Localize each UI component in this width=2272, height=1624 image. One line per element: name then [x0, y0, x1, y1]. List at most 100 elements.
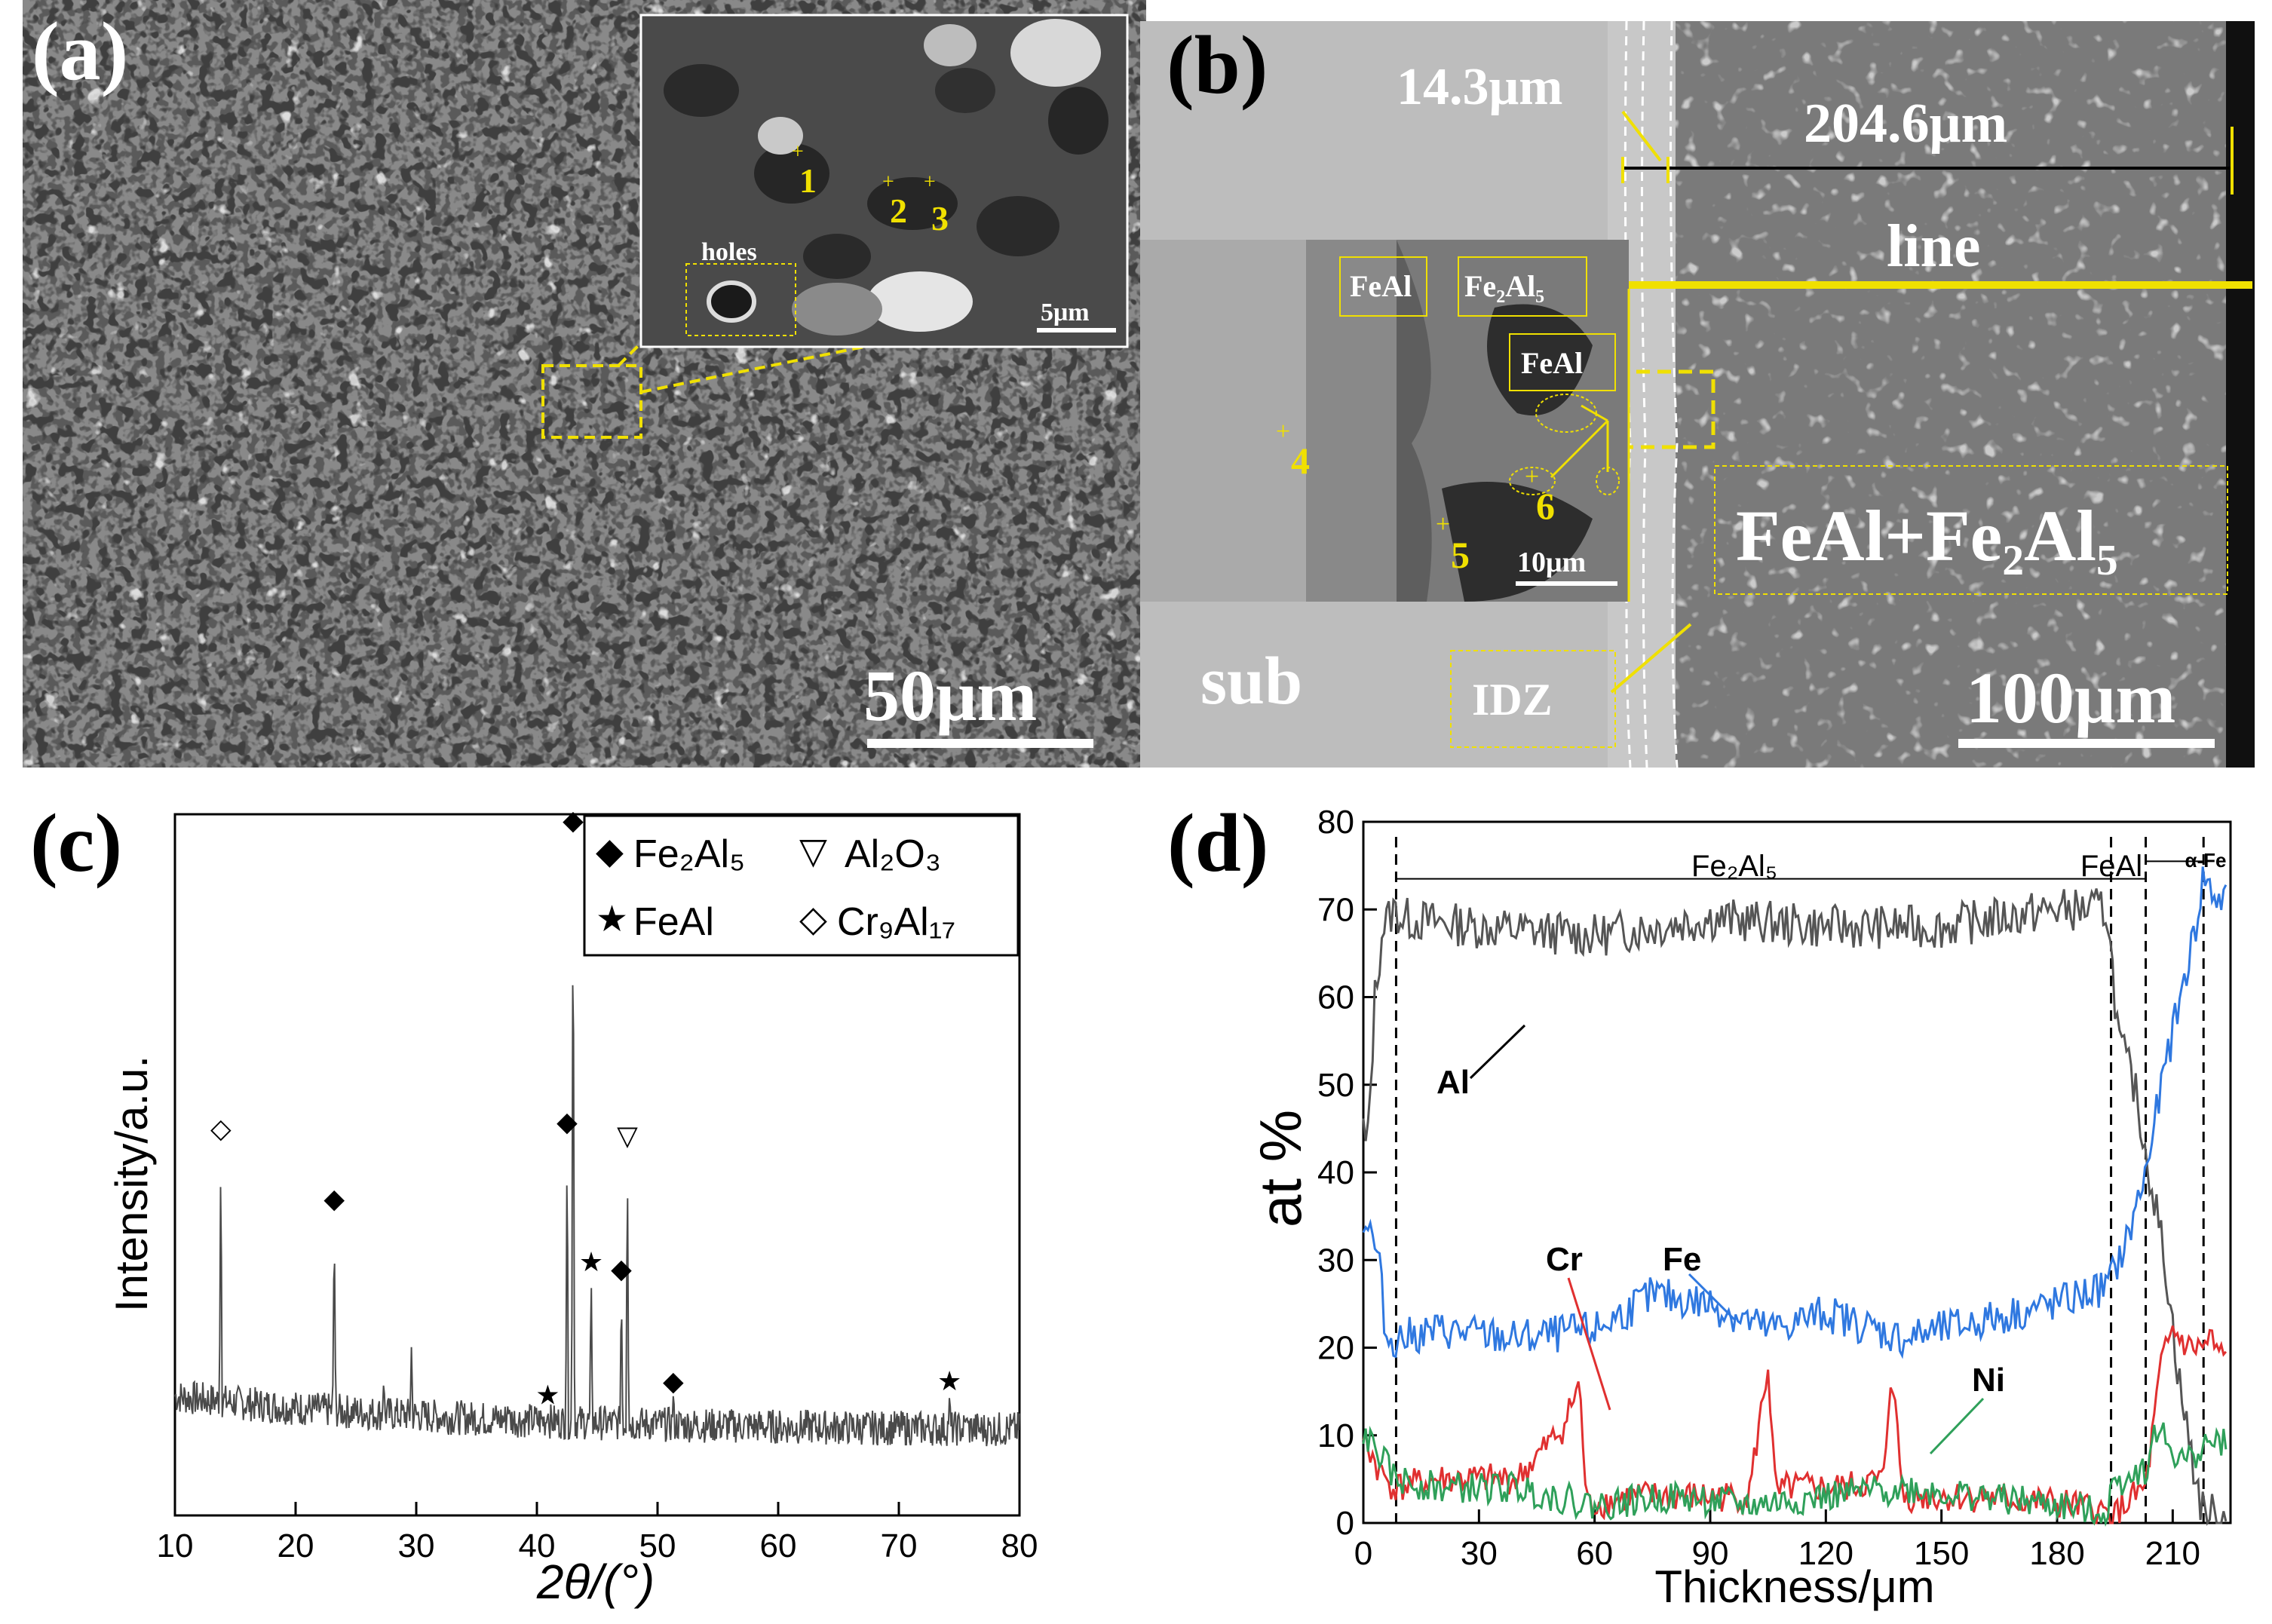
- inset-label-feal-1: FeAl: [1350, 269, 1412, 303]
- linescan-x-tick-label: 0: [1354, 1535, 1372, 1572]
- linescan-plot-frame: [1362, 820, 2232, 1524]
- linescan-x-tick-label: 60: [1576, 1535, 1613, 1572]
- xrd-plot-frame: [173, 813, 1021, 1517]
- linescan-y-tick-label: 50: [1317, 1067, 1354, 1104]
- inset-b-scale-label: 10μm: [1517, 547, 1586, 578]
- svg-text:+: +: [1436, 510, 1450, 538]
- linescan-y-tick-label: 80: [1317, 804, 1354, 841]
- line-label: line: [1887, 213, 1980, 280]
- linescan-chart-svg: (d) 0 30 60 90 120 150 180 210 0 10 20 30 40 50 60 70 80…: [1167, 797, 2232, 1612]
- svg-text:+: +: [924, 170, 936, 194]
- inset-label-fe2al5: Fe₂Al₅: [1464, 269, 1544, 303]
- panel-a-letter: (a): [32, 5, 128, 97]
- panel-c-letter: (c): [30, 797, 122, 889]
- legend-fe2al5: Fe₂Al₅: [633, 832, 745, 876]
- linescan-x-tick-label: 210: [2145, 1535, 2200, 1572]
- xrd-peak-marker: ★: [579, 1247, 603, 1278]
- linescan-x-tick-label: 150: [1914, 1535, 1969, 1572]
- holes-label: holes: [701, 238, 757, 266]
- xrd-peak-marker: ◆: [323, 1184, 345, 1215]
- zoom-region-box: [541, 364, 642, 439]
- linescan-y-label: at %: [1247, 1110, 1314, 1227]
- panel-b-scale-bar: [1958, 739, 2215, 748]
- linescan-ticks: 0 30 60 90 120 150 180 210 0 10 20 30 40 50 60 70 80: [1317, 804, 2200, 1572]
- linescan-y-tick-label: 30: [1317, 1242, 1354, 1279]
- panel-a-scale-bar: [867, 739, 1093, 748]
- xrd-peak-marker: ★: [535, 1380, 560, 1411]
- region-label-fe2al5: Fe₂Al₅: [1691, 850, 1777, 883]
- inset-label-feal-2: FeAl: [1521, 346, 1583, 380]
- inset-point-1: 1: [799, 161, 817, 200]
- xrd-x-tick-label: 40: [519, 1527, 556, 1564]
- xrd-peak-marker: ◆: [663, 1366, 684, 1397]
- idz-label: IDZ: [1472, 675, 1553, 725]
- linescan-y-tick-label: 10: [1317, 1417, 1354, 1454]
- xrd-peak-markers: ◇ ◆ ★ ◆ ◆ ★ ◆ ▽ ◆ ★: [210, 805, 961, 1411]
- line-scan: [1611, 281, 2252, 289]
- panel-a-svg: + + + 1 2 3 holes 5μm (a) 50μm: [23, 0, 1146, 768]
- inset-point-4: 4: [1291, 440, 1310, 482]
- panel-b-svg: FeAl Fe₂Al₅ FeAl + + + 4 5 6 10μm (b) 14…: [1140, 21, 2255, 768]
- svg-text:+: +: [1525, 463, 1539, 491]
- xrd-peak-marker: ★: [937, 1366, 961, 1397]
- sub-label: sub: [1200, 644, 1302, 719]
- svg-text:★: ★: [596, 898, 628, 940]
- inset-b-scale-bar: [1516, 581, 1617, 586]
- svg-text:◆: ◆: [596, 830, 624, 872]
- xrd-x-tick-label: 10: [157, 1527, 194, 1564]
- panel-d-letter: (d): [1167, 797, 1268, 889]
- inset-point-6: 6: [1536, 485, 1555, 527]
- panel-a-scale-label: 50μm: [863, 655, 1037, 736]
- xrd-peak-marker: ▽: [617, 1120, 638, 1151]
- series-line-al: [1362, 888, 2228, 1526]
- xrd-x-tick-label: 50: [639, 1527, 676, 1564]
- dimension-small: 14.3μm: [1397, 58, 1563, 116]
- linescan-region-boundaries: [1394, 837, 2205, 1523]
- svg-text:+: +: [882, 170, 894, 194]
- inset-scale-bar: [1037, 328, 1116, 332]
- inset-point-2: 2: [890, 192, 907, 230]
- series-label-al: Al: [1436, 1064, 1470, 1101]
- xrd-x-tick-label: 80: [1001, 1527, 1038, 1564]
- panel-b-inset: FeAl Fe₂Al₅ FeAl + + + 4 5 6 10μm: [1140, 240, 1630, 602]
- series-label-fe: Fe: [1663, 1241, 1701, 1278]
- inset-point-5: 5: [1451, 534, 1470, 576]
- svg-text:+: +: [1276, 418, 1290, 446]
- svg-text:◇: ◇: [799, 898, 827, 940]
- series-label-ni: Ni: [1972, 1362, 2005, 1399]
- xrd-x-tick-label: 60: [760, 1527, 797, 1564]
- linescan-x-label: Thickness/μm: [1654, 1561, 1934, 1612]
- legend-al2o3: Al₂O₃: [845, 832, 941, 876]
- legend-feal: FeAl: [633, 900, 714, 944]
- linescan-y-tick-label: 40: [1317, 1154, 1354, 1191]
- panel-d-linescan-chart: (d) 0 30 60 90 120 150 180 210 0 10 20 30 40 50 60 70 80…: [1131, 792, 2272, 1624]
- xrd-x-tick-label: 20: [277, 1527, 314, 1564]
- panel-b-sem-image: FeAl Fe₂Al₅ FeAl + + + 4 5 6 10μm (b) 14…: [1140, 21, 2255, 768]
- linescan-series: [1362, 866, 2228, 1527]
- panel-a-inset: + + + 1 2 3 holes 5μm: [639, 14, 1129, 348]
- xrd-x-label: 2θ/(°): [536, 1555, 655, 1609]
- svg-text:▽: ▽: [799, 830, 827, 872]
- xrd-y-label: Intensity/a.u.: [106, 1056, 157, 1312]
- series-line-ni: [1362, 1422, 2228, 1527]
- xrd-x-ticks: 10 20 30 40 50 60 70 80: [157, 1502, 1038, 1564]
- panel-c-xrd-chart: (c) 10 20 30 40 50 60 70 80 ◇ ◆ ★ ◆ ◆ ★ ◆ ▽ ◆ ★ ◆ Fe₂Al₅…: [0, 792, 1131, 1624]
- linescan-y-tick-label: 60: [1317, 979, 1354, 1016]
- xrd-chart-svg: (c) 10 20 30 40 50 60 70 80 ◇ ◆ ★ ◆ ◆ ★ ◆ ▽ ◆ ★ ◆ Fe₂Al₅…: [30, 797, 1038, 1609]
- xrd-peak-marker: ◆: [563, 805, 584, 836]
- xrd-legend: [583, 814, 1019, 957]
- region-label-alpha-fe: α-Fe: [2185, 849, 2227, 872]
- legend-cr9al17: Cr₉Al₁₇: [837, 900, 955, 944]
- svg-text:+: +: [792, 140, 804, 164]
- inset-point-3: 3: [931, 199, 949, 237]
- dimension-large: 204.6μm: [1804, 93, 2007, 155]
- inset-scale-label: 5μm: [1041, 299, 1090, 326]
- layer-label: FeAl+Fe₂Al₅: [1736, 495, 2118, 576]
- xrd-x-tick-label: 70: [881, 1527, 918, 1564]
- xrd-pattern-line: [174, 985, 1020, 1447]
- xrd-peak-marker: ◆: [611, 1254, 632, 1285]
- series-line-fe: [1362, 866, 2228, 1359]
- linescan-y-tick-label: 20: [1317, 1330, 1354, 1367]
- linescan-x-tick-label: 90: [1692, 1535, 1729, 1572]
- linescan-x-tick-label: 120: [1798, 1535, 1853, 1572]
